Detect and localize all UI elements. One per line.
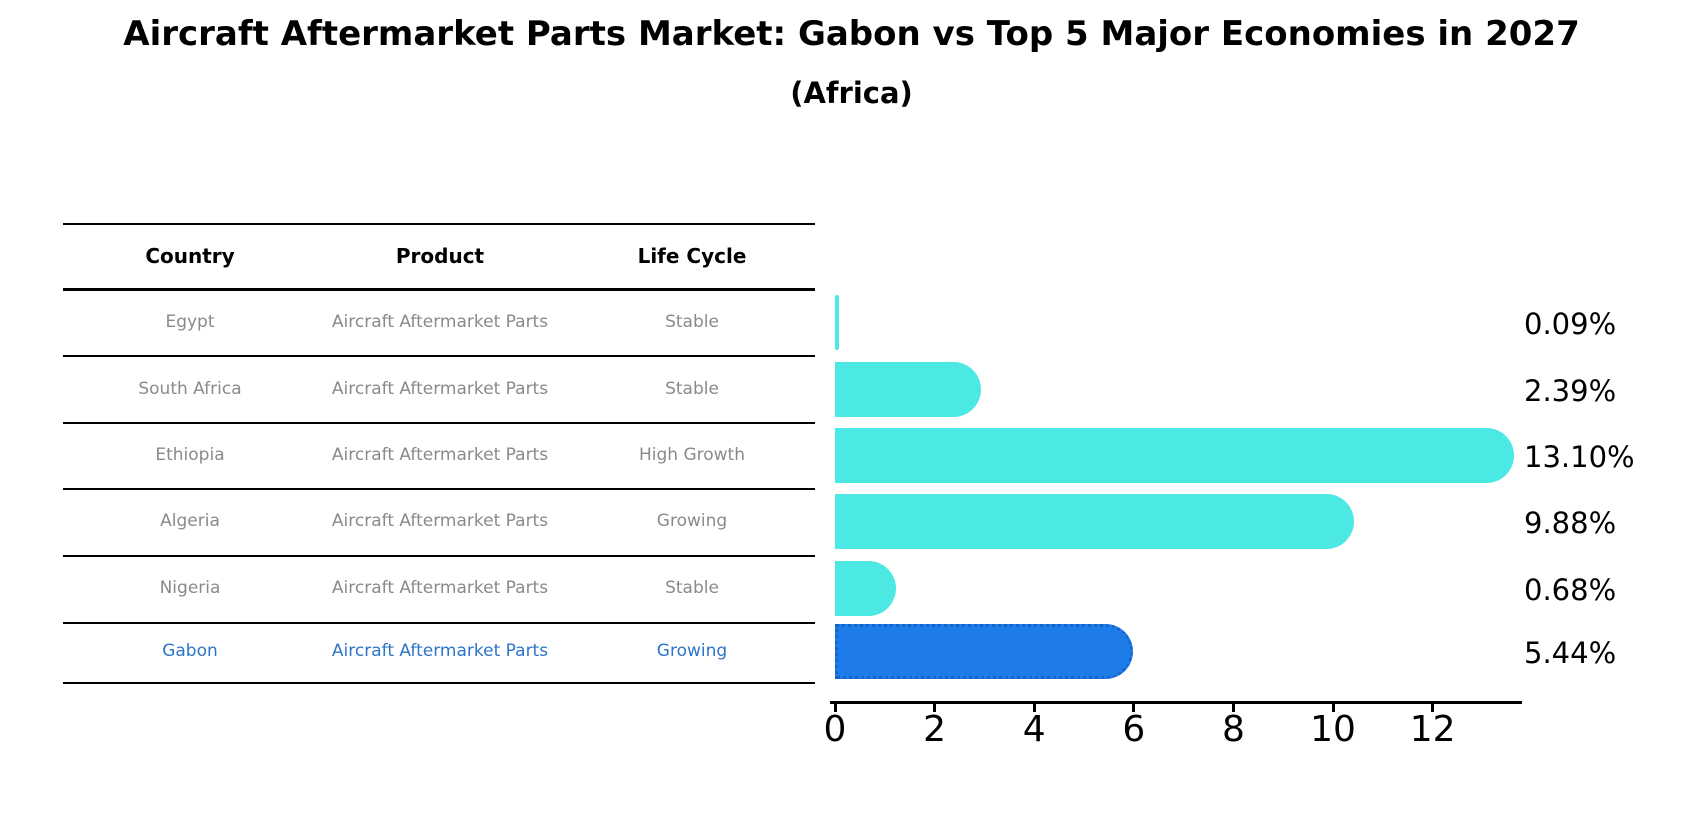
table-divider-line bbox=[63, 223, 815, 225]
table-cell-country: Gabon bbox=[162, 641, 218, 661]
table-cell-country: Ethiopia bbox=[155, 445, 225, 465]
table-cell-country: Egypt bbox=[165, 312, 215, 332]
x-axis-tick-label: 0 bbox=[823, 709, 847, 750]
bar-algeria bbox=[835, 493, 1355, 549]
table-header-country: Country bbox=[145, 244, 235, 268]
table-header-product: Product bbox=[395, 244, 485, 268]
table-divider-line bbox=[63, 555, 815, 557]
table-divider-line bbox=[63, 488, 815, 490]
x-axis-tick-label: 10 bbox=[1310, 709, 1356, 750]
table-header-life-cycle: Life Cycle bbox=[637, 244, 747, 268]
value-label: 2.39% bbox=[1524, 374, 1617, 408]
x-axis-tick bbox=[1032, 704, 1036, 712]
table-cell-life_cycle: High Growth bbox=[638, 445, 746, 465]
table-cell-product: Aircraft Aftermarket Parts bbox=[331, 511, 549, 531]
value-label: 13.10% bbox=[1524, 440, 1635, 474]
table-cell-life_cycle: Growing bbox=[656, 641, 728, 661]
x-axis-tick-label: 6 bbox=[1122, 709, 1146, 750]
value-label: 0.09% bbox=[1524, 307, 1617, 341]
bar-highlight-gabon bbox=[835, 623, 1133, 679]
table-cell-life_cycle: Growing bbox=[656, 511, 728, 531]
x-axis-tick bbox=[933, 704, 937, 712]
x-axis-tick bbox=[1132, 704, 1136, 712]
table-cell-country: South Africa bbox=[138, 379, 242, 399]
x-axis-tick-label: 8 bbox=[1221, 709, 1245, 750]
x-axis-tick bbox=[1231, 704, 1235, 712]
value-label: 0.68% bbox=[1524, 573, 1617, 607]
table-cell-product: Aircraft Aftermarket Parts bbox=[331, 312, 549, 332]
table-divider-line bbox=[63, 288, 815, 291]
table-cell-country: Algeria bbox=[160, 511, 220, 531]
bar-south-africa bbox=[835, 361, 982, 417]
table-cell-country: Nigeria bbox=[159, 578, 221, 598]
table-divider-line bbox=[63, 622, 815, 624]
table-cell-life_cycle: Stable bbox=[665, 578, 719, 598]
x-axis-tick bbox=[833, 704, 837, 712]
table-cell-life_cycle: Stable bbox=[665, 312, 719, 332]
table-cell-life_cycle: Stable bbox=[665, 379, 719, 399]
bar-nigeria bbox=[835, 560, 896, 616]
table-cell-product: Aircraft Aftermarket Parts bbox=[331, 445, 549, 465]
x-axis-tick bbox=[1331, 704, 1335, 712]
bar-egypt bbox=[835, 294, 840, 350]
x-axis-tick bbox=[1431, 704, 1435, 712]
chart-title: Aircraft Aftermarket Parts Market: Gabon… bbox=[123, 14, 1580, 54]
table-cell-product: Aircraft Aftermarket Parts bbox=[331, 379, 549, 399]
table-cell-product: Aircraft Aftermarket Parts bbox=[331, 641, 549, 661]
value-label: 9.88% bbox=[1524, 506, 1617, 540]
bar-ethiopia bbox=[835, 427, 1515, 483]
table-divider-line bbox=[63, 422, 815, 424]
chart-subtitle: (Africa) bbox=[790, 76, 913, 110]
x-axis-tick-label: 2 bbox=[923, 709, 947, 750]
value-label: 5.44% bbox=[1524, 636, 1617, 670]
x-axis-tick-label: 12 bbox=[1409, 709, 1456, 750]
table-divider-line bbox=[63, 355, 815, 357]
table-cell-product: Aircraft Aftermarket Parts bbox=[331, 578, 549, 598]
x-axis-line bbox=[830, 701, 1522, 704]
table-divider-line bbox=[63, 682, 815, 684]
x-axis-tick-label: 4 bbox=[1022, 709, 1046, 750]
